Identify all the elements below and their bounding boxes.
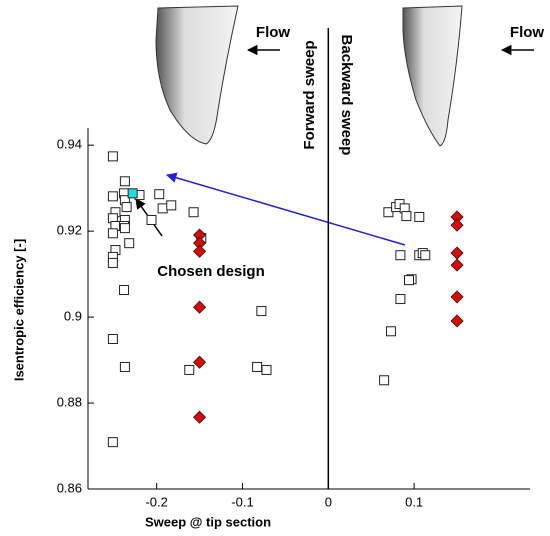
square-point xyxy=(396,251,405,260)
square-point xyxy=(396,295,405,304)
square-point xyxy=(108,258,117,267)
annotation: Chosen design xyxy=(157,263,265,280)
square-point xyxy=(257,307,266,316)
y-tick-label: 0.86 xyxy=(57,480,82,495)
diamond-point xyxy=(451,247,463,259)
diamond-point xyxy=(194,356,206,368)
square-point xyxy=(122,203,131,212)
square-point xyxy=(189,208,198,217)
diamond-point xyxy=(194,411,206,423)
square-point xyxy=(262,365,271,374)
y-tick-label: 0.92 xyxy=(57,223,82,238)
x-axis-label: Sweep @ tip section xyxy=(145,514,271,529)
square-point xyxy=(108,192,117,201)
chart: Chosen design Flow Flow Forward sweep Ba… xyxy=(0,0,550,536)
square-point xyxy=(404,276,413,285)
blade-image-backward xyxy=(403,6,462,146)
y-axis-label: Isentropic efficiency [-] xyxy=(11,239,26,381)
square-point xyxy=(167,201,176,210)
diamond-point xyxy=(194,301,206,313)
square-point xyxy=(120,177,129,186)
square-point xyxy=(402,212,411,221)
diamond-point xyxy=(451,219,463,231)
diamond-point xyxy=(451,315,463,327)
x-tick-label: 0.1 xyxy=(405,494,423,509)
square-point xyxy=(158,204,167,213)
diamond-point xyxy=(451,259,463,271)
square-point xyxy=(128,189,137,198)
square-point xyxy=(108,229,117,238)
x-tick-label: -0.2 xyxy=(145,494,167,509)
annotation: Backward sweep xyxy=(338,35,355,156)
square-point xyxy=(108,152,117,161)
square-point xyxy=(253,362,262,371)
annotation: Flow xyxy=(510,24,544,41)
diamond-point xyxy=(194,245,206,257)
annotation: Flow xyxy=(256,24,290,41)
x-tick-label: 0 xyxy=(325,494,332,509)
annotation: Forward sweep xyxy=(301,40,318,149)
square-point xyxy=(185,365,194,374)
square-point xyxy=(120,362,129,371)
square-point xyxy=(155,190,164,199)
square-point xyxy=(125,239,134,248)
square-point xyxy=(108,335,117,344)
square-point xyxy=(120,224,129,233)
y-tick-label: 0.94 xyxy=(57,137,82,152)
diamond-point xyxy=(451,291,463,303)
square-point xyxy=(421,251,430,260)
square-point xyxy=(415,212,424,221)
y-tick-label: 0.88 xyxy=(57,394,82,409)
blade-image-forward xyxy=(156,6,238,144)
square-point xyxy=(108,438,117,447)
y-tick-label: 0.9 xyxy=(64,309,82,324)
square-point xyxy=(147,215,156,224)
square-point xyxy=(380,376,389,385)
square-point xyxy=(120,286,129,295)
x-tick-label: -0.1 xyxy=(231,494,253,509)
square-point xyxy=(386,327,395,336)
